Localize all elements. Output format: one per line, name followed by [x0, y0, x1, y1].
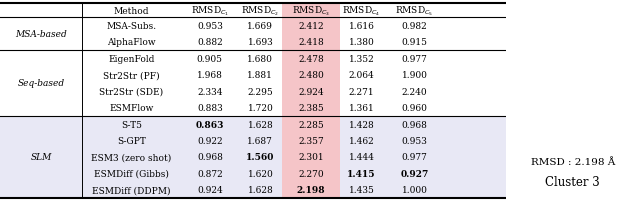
Text: EigenFold: EigenFold — [108, 55, 155, 63]
Text: 1.968: 1.968 — [197, 71, 223, 80]
Text: 0.927: 0.927 — [401, 169, 429, 178]
Text: 1.444: 1.444 — [349, 153, 374, 162]
Text: 1.687: 1.687 — [248, 136, 273, 145]
Text: 0.882: 0.882 — [197, 38, 223, 47]
Text: 1.361: 1.361 — [349, 104, 374, 113]
Text: Cluster 3: Cluster 3 — [545, 175, 600, 188]
Text: 2.385: 2.385 — [298, 104, 324, 113]
Text: S-GPT: S-GPT — [117, 136, 146, 145]
Text: 0.968: 0.968 — [402, 120, 428, 129]
Text: 1.693: 1.693 — [248, 38, 273, 47]
Text: 1.620: 1.620 — [248, 169, 273, 178]
Text: Str2Str (SDE): Str2Str (SDE) — [99, 87, 163, 96]
Text: 2.478: 2.478 — [298, 55, 324, 63]
Text: RMSD$_{C_4}$: RMSD$_{C_4}$ — [342, 4, 381, 18]
Text: 1.669: 1.669 — [248, 22, 273, 31]
Text: 0.977: 0.977 — [402, 153, 428, 162]
Text: RMSD$_{C_3}$: RMSD$_{C_3}$ — [292, 4, 330, 18]
Text: 0.883: 0.883 — [197, 104, 223, 113]
Text: 2.418: 2.418 — [298, 38, 324, 47]
Text: 0.960: 0.960 — [402, 104, 428, 113]
Text: AlphaFlow: AlphaFlow — [107, 38, 156, 47]
Text: 0.982: 0.982 — [402, 22, 428, 31]
Text: 1.415: 1.415 — [348, 169, 376, 178]
Text: 0.922: 0.922 — [197, 136, 223, 145]
Text: ESMDiff (Gibbs): ESMDiff (Gibbs) — [94, 169, 169, 178]
Text: 0.863: 0.863 — [196, 120, 224, 129]
Text: RMSD : 2.198 Å: RMSD : 2.198 Å — [531, 157, 615, 166]
Text: 1.628: 1.628 — [248, 120, 273, 129]
Bar — [0, 116, 506, 198]
Text: 1.000: 1.000 — [402, 185, 428, 194]
Text: 1.435: 1.435 — [349, 185, 374, 194]
Text: S-T5: S-T5 — [121, 120, 142, 129]
Text: 2.240: 2.240 — [402, 87, 428, 96]
Text: 1.628: 1.628 — [248, 185, 273, 194]
Text: 1.560: 1.560 — [246, 153, 275, 162]
Text: 2.270: 2.270 — [298, 169, 324, 178]
Text: 2.301: 2.301 — [298, 153, 324, 162]
Text: RMSD$_{C_1}$: RMSD$_{C_1}$ — [191, 4, 229, 18]
Text: MSA-based: MSA-based — [15, 30, 67, 39]
Text: 1.380: 1.380 — [349, 38, 374, 47]
Text: 2.334: 2.334 — [197, 87, 223, 96]
Text: 2.295: 2.295 — [248, 87, 273, 96]
Text: ESMDiff (DDPM): ESMDiff (DDPM) — [92, 185, 171, 194]
Text: 2.198: 2.198 — [296, 185, 325, 194]
Text: 2.271: 2.271 — [349, 87, 374, 96]
Text: SLM: SLM — [31, 153, 52, 162]
Text: 1.462: 1.462 — [349, 136, 374, 145]
Text: Seq-based: Seq-based — [18, 79, 65, 88]
Text: Str2Str (PF): Str2Str (PF) — [103, 71, 160, 80]
Text: 0.905: 0.905 — [197, 55, 223, 63]
Text: 0.872: 0.872 — [197, 169, 223, 178]
Text: 0.924: 0.924 — [197, 185, 223, 194]
Text: ESM3 (zero shot): ESM3 (zero shot) — [92, 153, 172, 162]
Text: 0.977: 0.977 — [402, 55, 428, 63]
Text: 2.357: 2.357 — [298, 136, 324, 145]
Text: MSA-Subs.: MSA-Subs. — [106, 22, 157, 31]
Text: 0.953: 0.953 — [402, 136, 428, 145]
Text: 2.064: 2.064 — [349, 71, 374, 80]
Text: 1.881: 1.881 — [248, 71, 273, 80]
Text: Method: Method — [114, 7, 149, 16]
Text: RMSD$_{C_2}$: RMSD$_{C_2}$ — [241, 4, 280, 18]
Text: 0.968: 0.968 — [197, 153, 223, 162]
Text: 2.480: 2.480 — [298, 71, 324, 80]
Text: 0.915: 0.915 — [401, 38, 428, 47]
Text: ESMFlow: ESMFlow — [109, 104, 154, 113]
Text: 1.900: 1.900 — [402, 71, 428, 80]
Text: 1.352: 1.352 — [349, 55, 374, 63]
Text: 1.428: 1.428 — [349, 120, 374, 129]
Text: RMSD$_{C_5}$: RMSD$_{C_5}$ — [396, 4, 434, 18]
Text: 2.924: 2.924 — [298, 87, 324, 96]
Text: 1.616: 1.616 — [349, 22, 374, 31]
Text: 2.285: 2.285 — [298, 120, 324, 129]
Text: 2.412: 2.412 — [298, 22, 324, 31]
Text: 0.953: 0.953 — [197, 22, 223, 31]
Text: 1.720: 1.720 — [248, 104, 273, 113]
Text: 1.680: 1.680 — [248, 55, 273, 63]
Bar — [282, 4, 340, 198]
